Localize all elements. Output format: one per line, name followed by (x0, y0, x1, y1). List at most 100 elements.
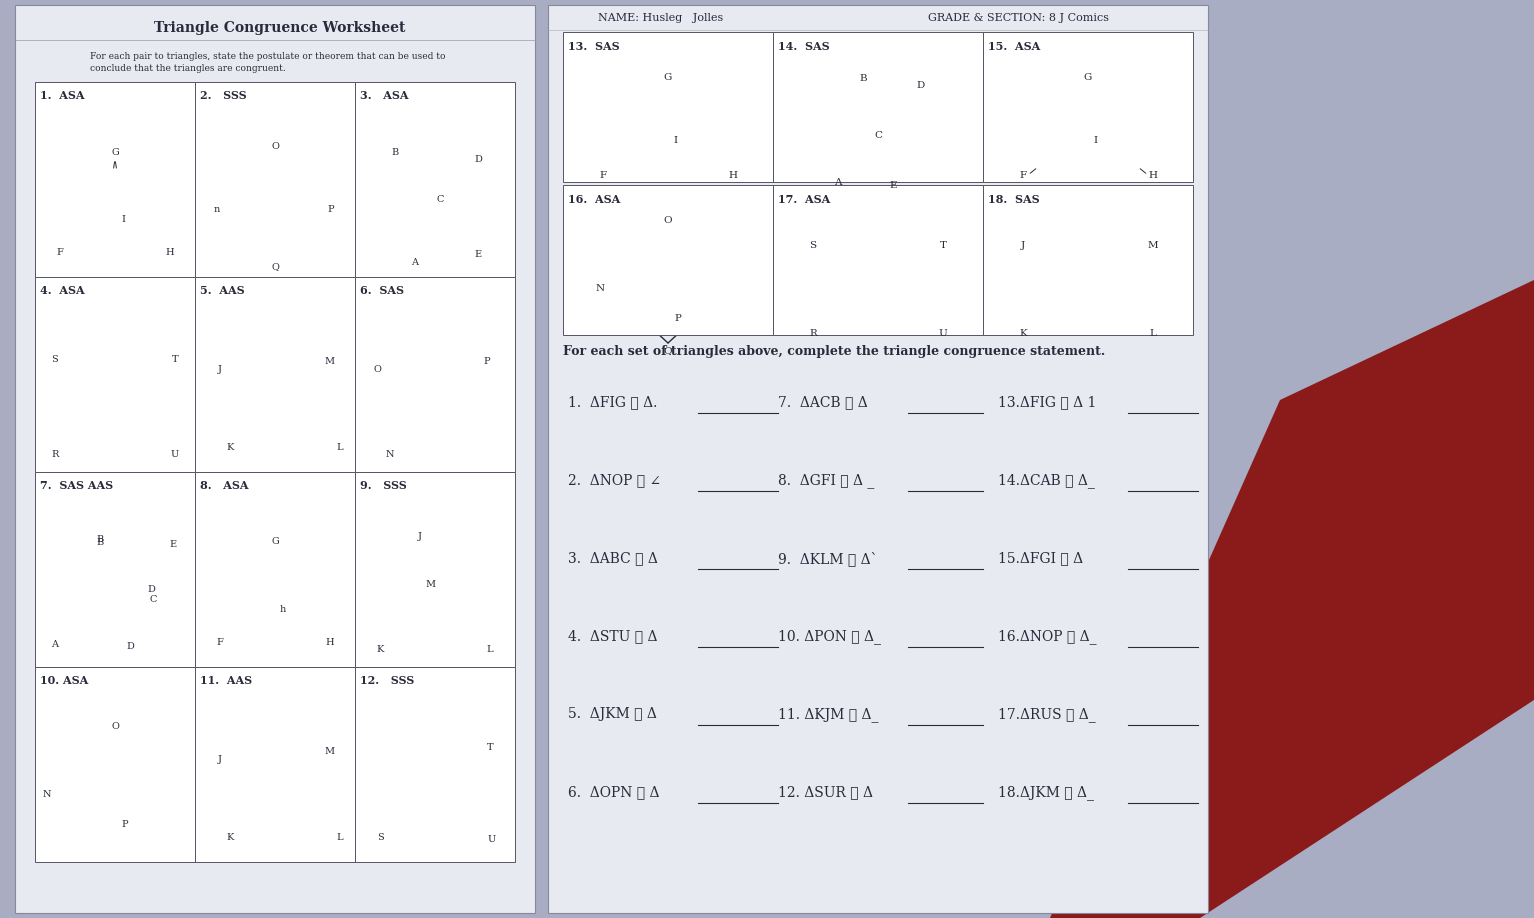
Text: A: A (834, 177, 842, 186)
Text: Q: Q (272, 263, 279, 272)
Text: N: N (43, 789, 51, 799)
Text: F: F (1020, 171, 1026, 180)
Text: 5.  AAS: 5. AAS (199, 285, 244, 296)
Text: K: K (1019, 329, 1026, 338)
Text: E: E (474, 250, 482, 259)
Text: Q: Q (664, 346, 672, 355)
Bar (195, 277, 354, 472)
Text: 15.  ASA: 15. ASA (988, 40, 1040, 51)
Text: 11.  AAS: 11. AAS (199, 675, 252, 686)
Text: M: M (325, 746, 334, 756)
Text: conclude that the triangles are congruent.: conclude that the triangles are congruen… (91, 64, 285, 73)
Text: 9.  ΔKLM ≅ Δ`: 9. ΔKLM ≅ Δ` (778, 551, 877, 565)
Text: I: I (1094, 136, 1098, 144)
Text: 8.   ASA: 8. ASA (199, 479, 249, 490)
Text: H: H (729, 171, 738, 180)
Text: S: S (52, 354, 58, 364)
Text: GRADE & SECTION: 8 J Comics: GRADE & SECTION: 8 J Comics (928, 13, 1109, 23)
Text: O: O (373, 364, 380, 374)
Text: F: F (600, 171, 606, 180)
Text: H: H (1149, 171, 1158, 180)
Text: I: I (673, 136, 678, 144)
Text: For each pair to triangles, state the postulate or theorem that can be used to: For each pair to triangles, state the po… (91, 52, 445, 61)
Bar (354, 277, 515, 472)
Text: 16.  ASA: 16. ASA (568, 194, 620, 205)
Text: 13.  SAS: 13. SAS (568, 40, 620, 51)
Text: J: J (218, 755, 222, 764)
Bar (195, 667, 354, 862)
Text: G: G (664, 73, 672, 82)
Text: P: P (121, 820, 129, 829)
Bar (773, 185, 983, 335)
Text: K: K (376, 644, 384, 654)
Bar (563, 185, 773, 335)
Text: 1.  ASA: 1. ASA (40, 89, 84, 100)
Text: 3.  ΔABC ≅ Δ: 3. ΔABC ≅ Δ (568, 551, 658, 565)
Text: F: F (216, 637, 224, 646)
Text: J: J (218, 364, 222, 374)
Text: G: G (1085, 73, 1092, 82)
Bar (983, 185, 1193, 335)
Text: A: A (411, 258, 419, 266)
Text: U: U (170, 450, 179, 458)
Text: L: L (1149, 329, 1157, 338)
Text: 8.  ΔGFI ≅ Δ _: 8. ΔGFI ≅ Δ _ (778, 473, 874, 487)
Text: 5.  ΔJKM ≅ Δ: 5. ΔJKM ≅ Δ (568, 707, 657, 721)
Text: U: U (488, 834, 495, 844)
Text: D: D (147, 585, 155, 594)
Text: 18.ΔJKM ≅ Δ_: 18.ΔJKM ≅ Δ_ (999, 785, 1094, 800)
Text: T: T (172, 354, 178, 364)
Text: 16.ΔNOP ≅ Δ_: 16.ΔNOP ≅ Δ_ (999, 629, 1097, 644)
Text: 12. ΔSUR ≅ Δ: 12. ΔSUR ≅ Δ (778, 785, 873, 799)
Text: K: K (227, 442, 233, 452)
Text: 10. ASA: 10. ASA (40, 675, 89, 686)
Text: 14.ΔCAB ≅ Δ_: 14.ΔCAB ≅ Δ_ (999, 473, 1095, 487)
Text: 7.  ΔACB ≅ Δ: 7. ΔACB ≅ Δ (778, 395, 868, 409)
Text: 1.  ΔFIG ≅ Δ.: 1. ΔFIG ≅ Δ. (568, 395, 658, 409)
Text: L: L (336, 442, 344, 452)
Bar (15, 5, 535, 913)
Text: G: G (272, 536, 279, 545)
Text: 4.  ΔSTU ≅ Δ: 4. ΔSTU ≅ Δ (568, 629, 658, 643)
Text: T: T (486, 743, 494, 752)
Text: P: P (675, 314, 681, 322)
Text: D: D (126, 642, 133, 651)
Text: J: J (1020, 241, 1025, 250)
Text: R: R (808, 329, 818, 338)
Text: E: E (169, 540, 176, 548)
Text: B: B (97, 534, 104, 543)
Text: 6.  SAS: 6. SAS (360, 285, 403, 296)
Text: E: E (890, 181, 897, 189)
Text: A: A (52, 640, 58, 648)
Text: 18.  SAS: 18. SAS (988, 194, 1040, 205)
Text: G: G (110, 148, 118, 156)
Text: 17.ΔRUS ≅ Δ_: 17.ΔRUS ≅ Δ_ (999, 707, 1095, 722)
Text: C: C (436, 195, 443, 204)
Text: M: M (1147, 241, 1158, 250)
Text: C: C (874, 130, 882, 140)
Bar (354, 667, 515, 862)
Text: 6.  ΔOPN ≅ Δ: 6. ΔOPN ≅ Δ (568, 785, 660, 799)
Text: 13.ΔFIG ≅ Δ 1: 13.ΔFIG ≅ Δ 1 (999, 395, 1097, 409)
Text: C: C (149, 595, 156, 603)
Text: S: S (377, 833, 384, 842)
Polygon shape (1049, 280, 1534, 918)
Polygon shape (1100, 0, 1534, 918)
Text: h: h (279, 604, 287, 613)
Text: B: B (391, 148, 399, 156)
Text: For each set of triangles above, complete the triangle congruence statement.: For each set of triangles above, complet… (563, 345, 1106, 358)
Text: 2.   SSS: 2. SSS (199, 89, 247, 100)
Text: P: P (328, 205, 334, 214)
Text: T: T (939, 241, 946, 250)
Bar (354, 472, 515, 667)
Text: 17.  ASA: 17. ASA (778, 194, 830, 205)
Text: B: B (859, 73, 867, 83)
Bar (548, 5, 1207, 913)
Text: 10. ΔPON ≅ Δ_: 10. ΔPON ≅ Δ_ (778, 629, 881, 644)
Text: 4.  ASA: 4. ASA (40, 285, 84, 296)
Text: D: D (917, 81, 925, 89)
Text: H: H (166, 248, 175, 256)
Text: NAME: Husleg   Jolles: NAME: Husleg Jolles (598, 13, 723, 23)
Text: 12.   SSS: 12. SSS (360, 675, 414, 686)
Text: M: M (325, 356, 334, 365)
